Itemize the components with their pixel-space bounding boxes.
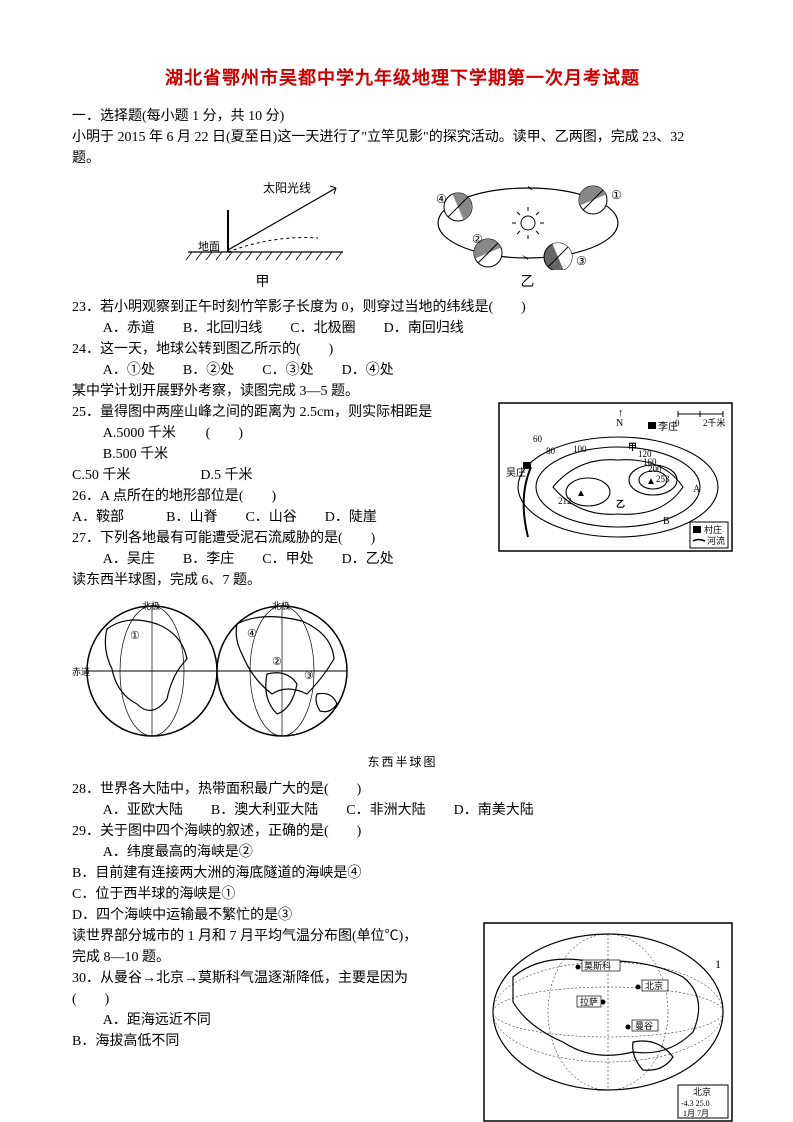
svg-text:②: ② [272,656,282,668]
q25-text: 25．量得图中两座山峰之间的距离为 2.5cm，则实际相距是 [72,405,432,420]
svg-text:253: 253 [656,474,670,484]
svg-text:北极: 北极 [142,600,160,611]
question-29-b: B．目前建有连接两大洲的海底隧道的海峡是④ [72,863,733,884]
svg-text:乙: 乙 [616,499,625,509]
question-29-a: A．纬度最高的海峡是② [72,842,733,863]
svg-text:④: ④ [247,628,257,640]
contour-map: ↑ N 0 2千米 ▲ 212 ▲ 253 60 80 [498,402,733,552]
svg-text:河流: 河流 [707,535,725,546]
svg-text:莫斯科: 莫斯科 [584,960,611,971]
figure-row-1: 太阳光线 地面 甲 [72,175,733,293]
svg-text:曼谷: 曼谷 [635,1021,653,1031]
svg-text:北极: 北极 [272,600,290,611]
page-number: 1 [715,957,721,972]
world-temp-map: 莫斯科 北京 拉萨 曼谷 北京 -4.3 25.0 1月 7月 [483,922,733,1122]
section-heading: 一．选择题(每小题 1 分，共 10 分) [72,106,733,127]
svg-text:80: 80 [546,446,556,456]
figure-caption: 东西半球图 [72,753,733,771]
page-title: 湖北省鄂州市吴都中学九年级地理下学期第一次月考试题 [72,65,733,92]
question-24: 24．这一天，地球公转到图乙所示的( ) [72,339,733,360]
svg-text:A: A [693,484,701,495]
hemisphere-map: 赤道 ① ④ ② ③ 北极 北极 [72,599,372,749]
svg-text:②: ② [472,232,483,246]
svg-text:甲: 甲 [628,442,637,452]
sun-pole-diagram: 太阳光线 地面 [178,180,348,270]
question-24-options: A．①处 B．②处 C．③处 D．④处 [72,360,733,381]
svg-text:李庄: 李庄 [658,420,678,433]
ground-label: 地面 [198,240,220,253]
svg-text:拉萨: 拉萨 [580,996,598,1007]
svg-text:③: ③ [304,670,314,682]
svg-text:④: ④ [436,192,447,206]
svg-text:赤道: 赤道 [72,666,90,677]
intro-text: 某中学计划开展野外考察，读图完成 3—5 题。 [72,381,733,402]
intro-text: 小明于 2015 年 6 月 22 日(夏至日)这一天进行了"立竿见影"的探究活… [72,127,733,148]
question-27-options: A．吴庄 B．李庄 C．甲处 D．乙处 [72,549,733,570]
world-temp-figure: 莫斯科 北京 拉萨 曼谷 北京 -4.3 25.0 1月 7月 [483,922,733,1122]
figure-caption: 甲 [178,272,348,293]
intro-text: 读东西半球图，完成 6、7 题。 [72,570,733,591]
svg-text:B: B [663,516,670,527]
figure-caption: 乙 [428,272,628,293]
svg-text:③: ③ [576,254,587,268]
svg-text:▲: ▲ [576,488,586,499]
svg-text:-4.3 25.0: -4.3 25.0 [681,1099,710,1108]
svg-text:▲: ▲ [646,476,656,487]
svg-text:①: ① [130,630,140,642]
question-23: 23．若小明观察到正午时刻竹竿影子长度为 0，则穿过当地的纬线是( ) [72,297,733,318]
svg-text:100: 100 [573,444,587,454]
svg-text:北京: 北京 [693,1086,711,1097]
question-29-c: C．位于西半球的海峡是① [72,884,733,905]
svg-text:①: ① [611,188,622,202]
question-23-options: A．赤道 B．北回归线 C．北极圈 D．南回归线 [72,318,733,339]
hemisphere-figure: 赤道 ① ④ ② ③ 北极 北极 东西半球图 [72,599,733,771]
sun-label: 太阳光线 [263,180,311,195]
question-28-options: A．亚欧大陆 B．澳大利亚大陆 C．非洲大陆 D．南美大陆 [72,800,733,821]
svg-text:2千米: 2千米 [703,417,726,428]
figure-jia: 太阳光线 地面 甲 [178,180,348,293]
intro-text: 题。 [72,148,733,169]
svg-text:吴庄: 吴庄 [506,466,526,479]
svg-text:北京: 北京 [645,980,663,991]
svg-text:1月 7月: 1月 7月 [683,1109,709,1118]
svg-text:N: N [616,418,623,429]
svg-text:村庄: 村庄 [704,524,722,535]
question-28: 28．世界各大陆中，热带面积最广大的是( ) [72,779,733,800]
svg-text:212: 212 [558,496,572,506]
figure-yi: ① ② ③ ④ [428,175,628,293]
question-29: 29．关于图中四个海峡的叙述，正确的是( ) [72,821,733,842]
topo-map-figure: ↑ N 0 2千米 ▲ 212 ▲ 253 60 80 [498,402,733,552]
svg-text:200: 200 [648,464,662,474]
orbit-diagram: ① ② ③ ④ [428,175,628,270]
svg-text:60: 60 [533,434,543,444]
